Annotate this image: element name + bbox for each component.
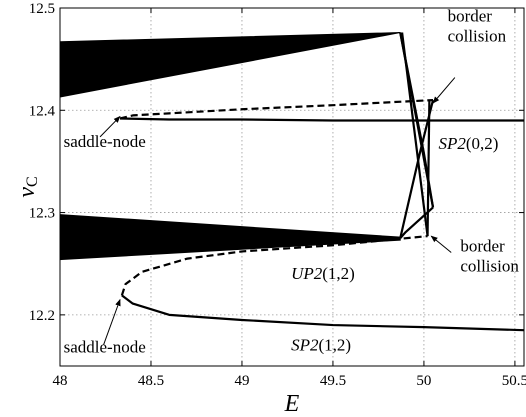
annotation-up2-12: UP2(1,2) — [291, 264, 355, 283]
x-tick-label-0: 48 — [53, 373, 68, 389]
annotation-arrow-border-top — [432, 77, 456, 104]
y-tick-label-3: 12.5 — [29, 1, 55, 17]
y-axis-label-main: v — [14, 187, 40, 198]
annotation-border-bottom-line-0: border — [460, 236, 505, 255]
axis-ticks: 48 48.5 49 49.5 50 50.5 12.2 12.3 12.4 12.5 — [29, 1, 526, 389]
series-line-0 — [120, 117, 524, 122]
annotation-border-top-line-1: collision — [448, 26, 507, 45]
annotation-border-bottom-line-1: collision — [460, 256, 519, 275]
annotation-saddle-top: saddle-node — [64, 132, 146, 151]
annotation-sp2-12: SP2(1,2) — [291, 336, 351, 355]
annotation-arrow-saddle-bottom — [103, 298, 121, 345]
y-tick-label-1: 12.3 — [29, 206, 55, 222]
x-axis-label: E — [284, 391, 300, 417]
y-tick-label-0: 12.2 — [29, 308, 55, 324]
annotation-border-top-line-0: border — [448, 6, 493, 25]
x-tick-label-5: 50.5 — [502, 373, 526, 389]
series-line-3 — [120, 235, 428, 296]
series-line-2 — [121, 294, 525, 332]
x-tick-label-1: 48.5 — [138, 373, 164, 389]
series-line-8 — [400, 32, 429, 237]
series-line-1 — [119, 98, 434, 120]
y-axis-label: vC — [14, 176, 41, 197]
plot-frame — [59, 7, 525, 367]
x-tick-label-2: 49 — [234, 373, 249, 389]
annotation-sp2-02: SP2(0,2) — [438, 134, 498, 153]
annotation-arrow-saddle-top — [99, 115, 121, 138]
series-line-9 — [426, 100, 431, 237]
y-tick-label-2: 12.4 — [29, 103, 56, 119]
annotation-saddle-bottom: saddle-node — [64, 338, 146, 357]
x-tick-label-3: 49.5 — [320, 373, 346, 389]
annotation-arrow-border-bottom — [430, 235, 452, 253]
chaotic-band-0 — [59, 32, 401, 98]
x-tick-label-4: 50 — [416, 373, 431, 389]
series-lines — [119, 32, 525, 332]
y-axis-label-sub: C — [24, 176, 41, 187]
